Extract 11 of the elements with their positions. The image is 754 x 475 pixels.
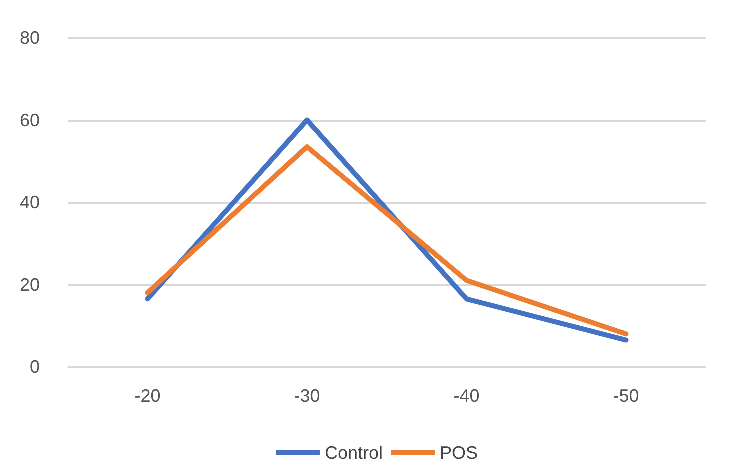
y-tick-label: 60 [20,110,40,130]
legend-label: Control [324,443,384,463]
x-tick-label: -30 [294,386,320,406]
x-tick-label: -50 [613,386,640,406]
y-tick-label: 0 [30,357,40,377]
y-tick-label: 40 [20,192,40,212]
x-tick-label: -20 [134,386,161,406]
x-tick-label: -40 [454,386,480,406]
y-tick-label: 80 [20,28,40,48]
y-tick-label: 20 [20,274,40,295]
legend-label: POS [440,443,478,463]
